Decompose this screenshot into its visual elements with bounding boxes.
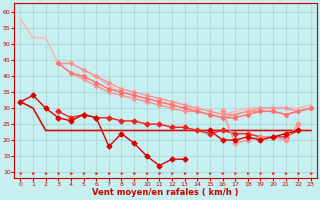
X-axis label: Vent moyen/en rafales ( km/h ): Vent moyen/en rafales ( km/h ) [92,188,239,197]
